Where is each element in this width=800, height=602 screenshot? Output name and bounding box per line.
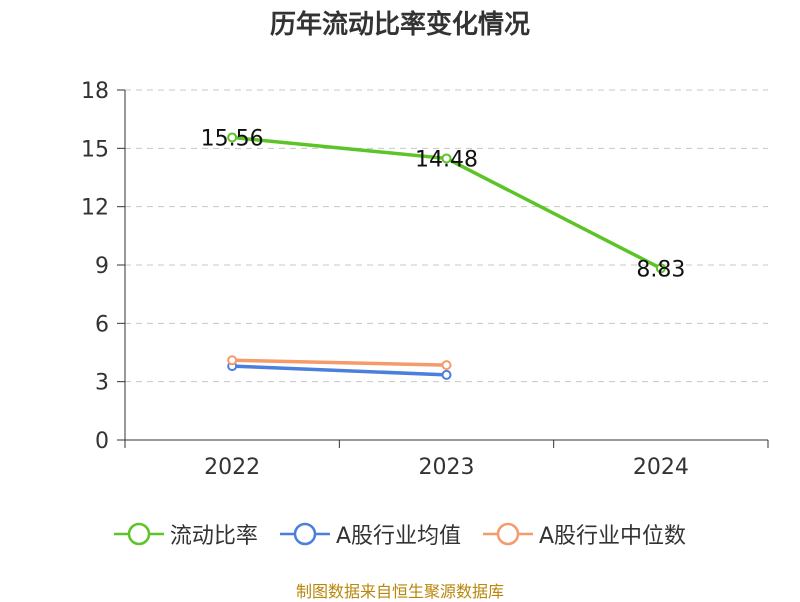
data-point — [655, 263, 666, 274]
y-tick-label: 6 — [95, 312, 109, 337]
legend-marker-icon — [279, 522, 330, 546]
legend-item[interactable]: A股行业均值 — [279, 518, 461, 550]
legend-label: A股行业均值 — [335, 524, 461, 549]
data-label: 8.83 — [636, 257, 685, 282]
chart-title: 历年流动比率变化情况 — [269, 10, 530, 40]
data-point — [441, 153, 452, 164]
data-point — [227, 132, 238, 143]
x-tick-label: 2023 — [419, 455, 475, 480]
legend-label: A股行业中位数 — [539, 524, 687, 549]
data-label: 15.56 — [201, 126, 264, 151]
data-source-note: 制图数据来自恒生聚源数据库 — [295, 582, 504, 601]
legend: 流动比率 A股行业均值 A股行业中位数 — [0, 518, 800, 550]
data-point — [441, 369, 452, 380]
y-tick-label: 3 — [95, 371, 109, 396]
data-label: 14.48 — [415, 147, 478, 172]
data-point — [441, 360, 452, 371]
series-line — [232, 358, 447, 367]
legend-item[interactable]: A股行业中位数 — [483, 518, 686, 550]
legend-item[interactable]: 流动比率 — [113, 518, 258, 550]
y-tick-label: 15 — [81, 137, 109, 162]
legend-marker-icon — [483, 522, 533, 546]
x-tick-label: 2022 — [204, 455, 260, 480]
x-tick-label: 2024 — [633, 455, 689, 480]
legend-marker-icon — [113, 522, 164, 546]
y-tick-label: 9 — [95, 254, 109, 279]
y-tick-label: 0 — [95, 429, 109, 454]
data-point — [227, 355, 238, 366]
y-tick-label: 18 — [81, 79, 109, 104]
y-tick-label: 12 — [81, 196, 109, 221]
series-line — [232, 364, 447, 377]
legend-label: 流动比率 — [169, 524, 258, 549]
